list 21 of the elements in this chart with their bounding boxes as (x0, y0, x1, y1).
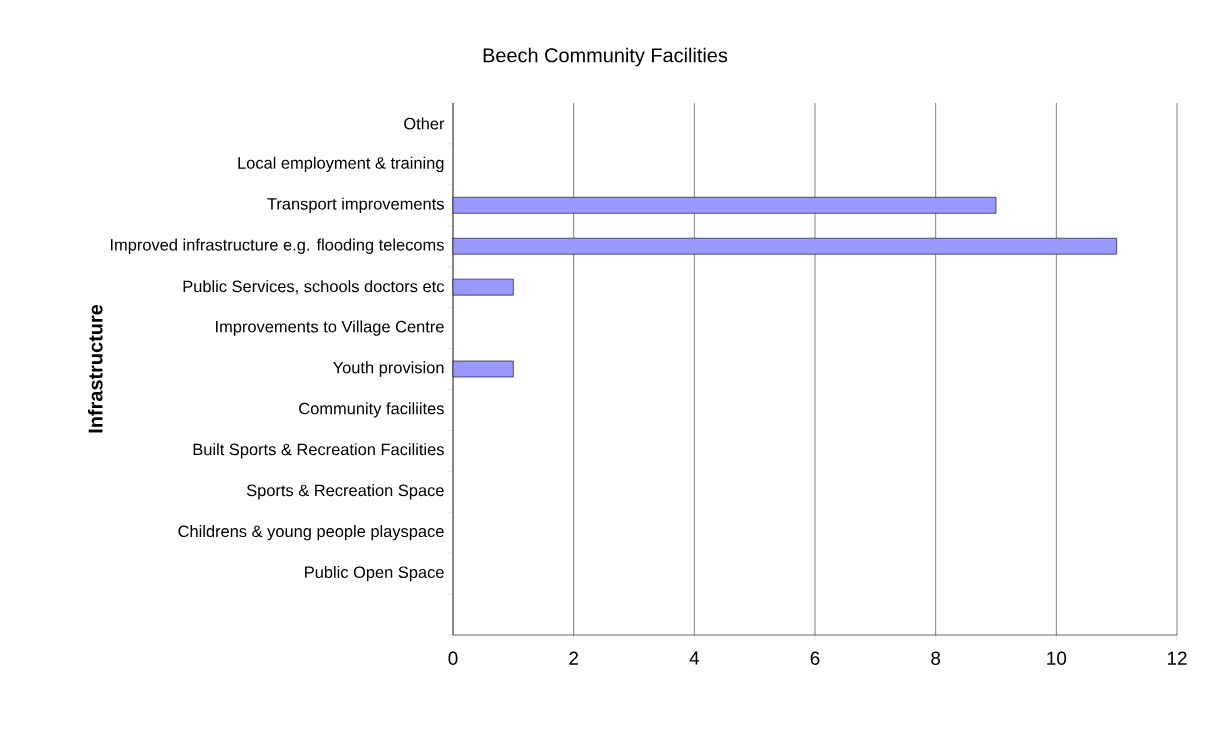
x-tick-label: 0 (448, 651, 458, 665)
y-tick-label: Youth provision (333, 361, 444, 377)
y-tick-label: Improved infrastructure e.g. flooding telecoms (110, 238, 444, 254)
y-tick-label: Other (404, 117, 445, 130)
x-tick-label: 10 (1047, 651, 1067, 665)
chart-title: Beech Community Facilities (483, 47, 728, 67)
y-tick-label: Community faciliites (299, 402, 444, 418)
y-tick-label: Local employment & training (238, 156, 444, 173)
y-tick-label: Improvements to Village Centre (216, 320, 444, 336)
y-tick-label: Transport improvements (267, 197, 444, 213)
x-tick-label: 12 (1167, 651, 1187, 665)
x-tick-label: 2 (569, 651, 578, 665)
y-tick-label: Public Services, schools doctors etc (183, 280, 445, 295)
x-tick-label: 4 (689, 651, 700, 665)
y-tick-label: Built Sports & Recreation Facilities (193, 443, 444, 459)
y-tick-label: Sports & Recreation Space (246, 484, 444, 500)
y-tick-label: Public Open Space (305, 565, 444, 582)
y-tick-label: Childrens & young people playspace (178, 525, 444, 541)
y-axis-title: Infrastructure (87, 304, 103, 433)
x-tick-label: 6 (810, 651, 820, 665)
x-tick-label: 8 (931, 651, 941, 665)
